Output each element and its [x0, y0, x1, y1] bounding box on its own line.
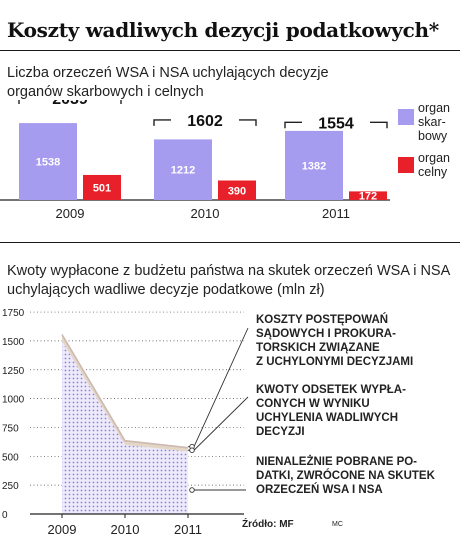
x-label-2009: 2009	[56, 206, 85, 221]
area-podatki	[62, 340, 188, 514]
bar-celny-2009	[83, 174, 121, 200]
total-bracket-2010	[153, 119, 257, 126]
bar-skarbowy-2011	[285, 130, 343, 200]
bar-chart-subtitle: Liczba orzeczeń WSA i NSA uchylających d…	[7, 65, 329, 100]
bar-label-skarbowy-2009: 1538	[36, 157, 60, 169]
annotation-odsetki: KWOTY ODSETEK WYPŁA- CONYCH W WYNIKU UCH…	[256, 384, 406, 438]
area-chart: 0 250 500 750 1000 1250 1500 1750 2009 2010 2011	[2, 308, 249, 537]
y-tick-1750: 1750	[2, 308, 25, 319]
total-label-2011: 1554	[318, 115, 354, 132]
total-label-2009: 2039	[52, 100, 88, 108]
bar-label-celny-2010: 390	[228, 185, 246, 197]
legend-label-skarbowy: organ skar- bowy	[418, 101, 450, 143]
source-note: Źródło: MF	[242, 519, 294, 530]
y-tick-1000: 1000	[2, 395, 25, 406]
legend-label-celny: organ celny	[418, 151, 450, 179]
x-label-area-2011: 2011	[174, 522, 202, 537]
total-label-2010: 1602	[187, 113, 223, 130]
y-tick-250: 250	[2, 481, 19, 492]
y-tick-750: 750	[2, 423, 19, 434]
area-top-line	[61, 334, 189, 449]
leader-koszty	[188, 327, 249, 448]
y-tick-0: 0	[2, 510, 8, 521]
bar-skarbowy-2009	[19, 123, 77, 200]
leader-dot-odsetki	[189, 447, 195, 453]
bar-celny-2010	[218, 180, 256, 200]
total-bracket-2009	[18, 100, 122, 105]
annotation-podatki: NIENALEŻNIE POBRANE PO- DATKI, ZWRÓCONE …	[256, 456, 435, 496]
legend-swatch-skarbowy	[398, 109, 414, 125]
bar-label-skarbowy-2010: 1212	[171, 165, 195, 177]
y-tick-500: 500	[2, 452, 19, 463]
leader-odsetki	[188, 396, 249, 451]
y-tick-1250: 1250	[2, 366, 25, 377]
bar-skarbowy-2010	[154, 139, 212, 200]
annotation-koszty: KOSZTY POSTĘPOWAŃ SĄDOWYCH I PROKURA- TO…	[256, 314, 414, 368]
area-chart-subtitle: Kwoty wypłacone z budżetu państwa na sku…	[7, 263, 450, 298]
legend-swatch-celny	[398, 157, 414, 173]
x-label-area-2009: 2009	[48, 522, 77, 537]
bar-label-skarbowy-2011: 1382	[302, 160, 326, 172]
x-label-area-2010: 2010	[111, 522, 140, 537]
x-label-2010: 2010	[191, 206, 220, 221]
author-initials: MC	[332, 521, 343, 528]
y-tick-1500: 1500	[2, 337, 25, 348]
section-rule	[0, 242, 460, 243]
x-label-2011: 2011	[322, 206, 350, 221]
title-rule	[0, 50, 460, 51]
bar-celny-2011	[349, 191, 387, 200]
leader-dot-podatki	[189, 487, 195, 493]
bar-chart: 1538 501 2039 2009 1212 390 1602 2010 1382 172 155…	[0, 100, 390, 221]
page-title: Koszty wadliwych dezycji podatkowych*	[7, 18, 439, 42]
bar-label-celny-2011: 172	[359, 191, 377, 203]
bar-label-celny-2009: 501	[93, 182, 111, 194]
total-bracket-2011	[284, 121, 388, 129]
